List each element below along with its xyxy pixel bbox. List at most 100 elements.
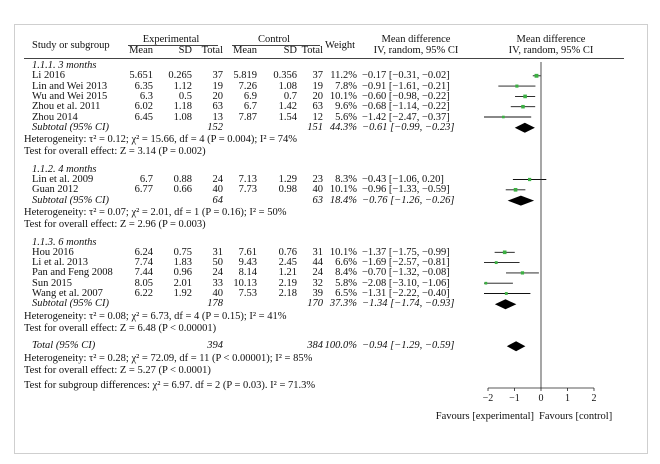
exp-mean: 6.22 bbox=[134, 288, 153, 299]
pooled-diamond bbox=[494, 299, 517, 310]
subtotal-ctrl-total: 63 bbox=[312, 194, 324, 206]
col-header-total: Total bbox=[201, 45, 223, 56]
table-top-rule bbox=[24, 58, 624, 59]
ctrl-total: 39 bbox=[312, 288, 324, 299]
subtotal-ci: −0.76 [−1.26, −0.26] bbox=[362, 194, 455, 206]
study-marker bbox=[521, 104, 525, 109]
ctrl-mean: 7.61 bbox=[238, 246, 257, 258]
study-weight: 5.8% bbox=[335, 277, 357, 289]
total-exp: 394 bbox=[207, 340, 223, 352]
exp-mean: 6.77 bbox=[134, 184, 153, 196]
subgroup-title: 1.1.2. 4 months bbox=[32, 163, 97, 175]
col-header-mean: Mean bbox=[233, 45, 257, 56]
ctrl-total: 63 bbox=[312, 101, 324, 113]
study-ci: −0.60 [−0.98, −0.22] bbox=[362, 90, 450, 102]
ctrl-sd: 0.7 bbox=[283, 90, 297, 102]
subtotal-exp-total: 152 bbox=[207, 121, 223, 133]
col-header-md: Mean difference bbox=[381, 34, 451, 45]
favours-right-label: Favours [control] bbox=[539, 411, 613, 422]
exp-total: 31 bbox=[212, 246, 224, 258]
subtotal-label: Subtotal (95% CI) bbox=[32, 298, 109, 310]
study-marker bbox=[527, 177, 532, 182]
header-rule bbox=[232, 45, 320, 46]
study-ci: −0.70 [−1.32, −0.08] bbox=[362, 267, 450, 279]
study-ci: −2.08 [−3.10, −1.06] bbox=[362, 277, 450, 289]
exp-total: 40 bbox=[212, 288, 224, 299]
exp-total: 50 bbox=[212, 257, 224, 269]
pooled-diamond bbox=[514, 122, 535, 133]
study-name: Hou 2016 bbox=[32, 246, 74, 258]
subtotal-label: Subtotal (95% CI) bbox=[32, 194, 109, 206]
study-weight: 7.8% bbox=[335, 80, 357, 92]
exp-total: 19 bbox=[212, 80, 224, 92]
x-tick-label: 1 bbox=[565, 393, 570, 404]
exp-total: 37 bbox=[212, 70, 224, 82]
ctrl-total: 44 bbox=[312, 257, 324, 269]
subtotal-exp-total: 64 bbox=[212, 194, 224, 206]
ctrl-mean: 7.26 bbox=[238, 80, 257, 92]
ctrl-sd: 2.19 bbox=[278, 277, 297, 289]
exp-mean: 5.651 bbox=[129, 70, 153, 82]
study-name: Li 2016 bbox=[32, 70, 65, 82]
ctrl-total: 37 bbox=[312, 70, 324, 82]
ctrl-sd: 1.54 bbox=[278, 111, 297, 123]
study-ci: −1.69 [−2.57, −0.81] bbox=[362, 257, 450, 269]
exp-mean: 6.7 bbox=[139, 174, 153, 185]
col-header-study: Study or subgroup bbox=[32, 40, 110, 51]
study-name: Lin and Wei 2013 bbox=[32, 80, 108, 92]
study-ci: −0.91 [−1.61, −0.21] bbox=[362, 80, 450, 92]
study-weight: 8.4% bbox=[335, 267, 357, 279]
plot-header-md: Mean difference bbox=[516, 34, 586, 45]
ctrl-sd: 0.76 bbox=[278, 246, 297, 258]
subtotal-ctrl-total: 151 bbox=[307, 121, 323, 133]
ctrl-total: 32 bbox=[312, 277, 324, 289]
ctrl-sd: 0.98 bbox=[278, 184, 297, 196]
exp-total: 13 bbox=[212, 111, 224, 123]
col-header-md-method: IV, random, 95% CI bbox=[373, 45, 459, 56]
exp-sd: 0.96 bbox=[173, 267, 192, 279]
ctrl-total: 24 bbox=[312, 267, 324, 279]
study-name: Sun 2015 bbox=[32, 277, 72, 289]
col-header-sd: SD bbox=[283, 45, 297, 56]
total-weight: 100.0% bbox=[324, 340, 357, 352]
exp-mean: 8.05 bbox=[134, 277, 153, 289]
study-weight: 10.1% bbox=[329, 246, 357, 258]
exp-mean: 6.02 bbox=[134, 101, 153, 113]
col-header-weight: Weight bbox=[325, 40, 356, 51]
subtotal-weight: 37.3% bbox=[329, 298, 357, 310]
total-label: Total (95% CI) bbox=[32, 340, 96, 352]
ctrl-sd: 1.21 bbox=[278, 267, 297, 279]
study-name: Wang et al. 2007 bbox=[32, 288, 103, 299]
study-name: Zhou 2014 bbox=[32, 111, 78, 123]
x-tick-label: −1 bbox=[509, 393, 520, 404]
ctrl-total: 40 bbox=[312, 184, 324, 196]
ctrl-mean: 7.13 bbox=[238, 174, 257, 185]
col-group-experimental: Experimental bbox=[142, 34, 200, 45]
heterogeneity-text: Heterogeneity: τ² = 0.12; χ² = 15.66, df… bbox=[24, 134, 297, 146]
subtotal-exp-total: 178 bbox=[207, 298, 223, 310]
exp-total: 24 bbox=[212, 174, 224, 185]
study-weight: 9.6% bbox=[335, 101, 357, 113]
ctrl-sd: 1.29 bbox=[278, 174, 297, 185]
study-marker bbox=[515, 84, 519, 88]
study-marker bbox=[513, 187, 518, 192]
exp-sd: 1.18 bbox=[173, 101, 192, 113]
ctrl-total: 23 bbox=[312, 174, 324, 185]
exp-total: 40 bbox=[212, 184, 224, 196]
exp-sd: 1.92 bbox=[173, 288, 192, 299]
exp-total: 33 bbox=[212, 277, 224, 289]
subtotal-label: Subtotal (95% CI) bbox=[32, 121, 109, 133]
study-ci: −0.68 [−1.14, −0.22] bbox=[362, 101, 450, 113]
study-ci: −0.43 [−1.06, 0.20] bbox=[362, 174, 444, 185]
ctrl-sd: 1.42 bbox=[278, 101, 297, 113]
study-marker bbox=[534, 73, 539, 78]
total-ci: −0.94 [−1.29, −0.59] bbox=[362, 340, 455, 352]
subtotal-ci: −0.61 [−0.99, −0.23] bbox=[362, 121, 455, 133]
exp-mean: 6.24 bbox=[134, 246, 153, 258]
exp-total: 24 bbox=[212, 267, 224, 279]
ctrl-mean: 10.13 bbox=[233, 277, 257, 289]
plot-header-md-method: IV, random, 95% CI bbox=[508, 45, 594, 56]
exp-sd: 0.265 bbox=[168, 70, 192, 82]
heterogeneity-text: Heterogeneity: τ² = 0.07; χ² = 2.01, df … bbox=[24, 206, 287, 218]
